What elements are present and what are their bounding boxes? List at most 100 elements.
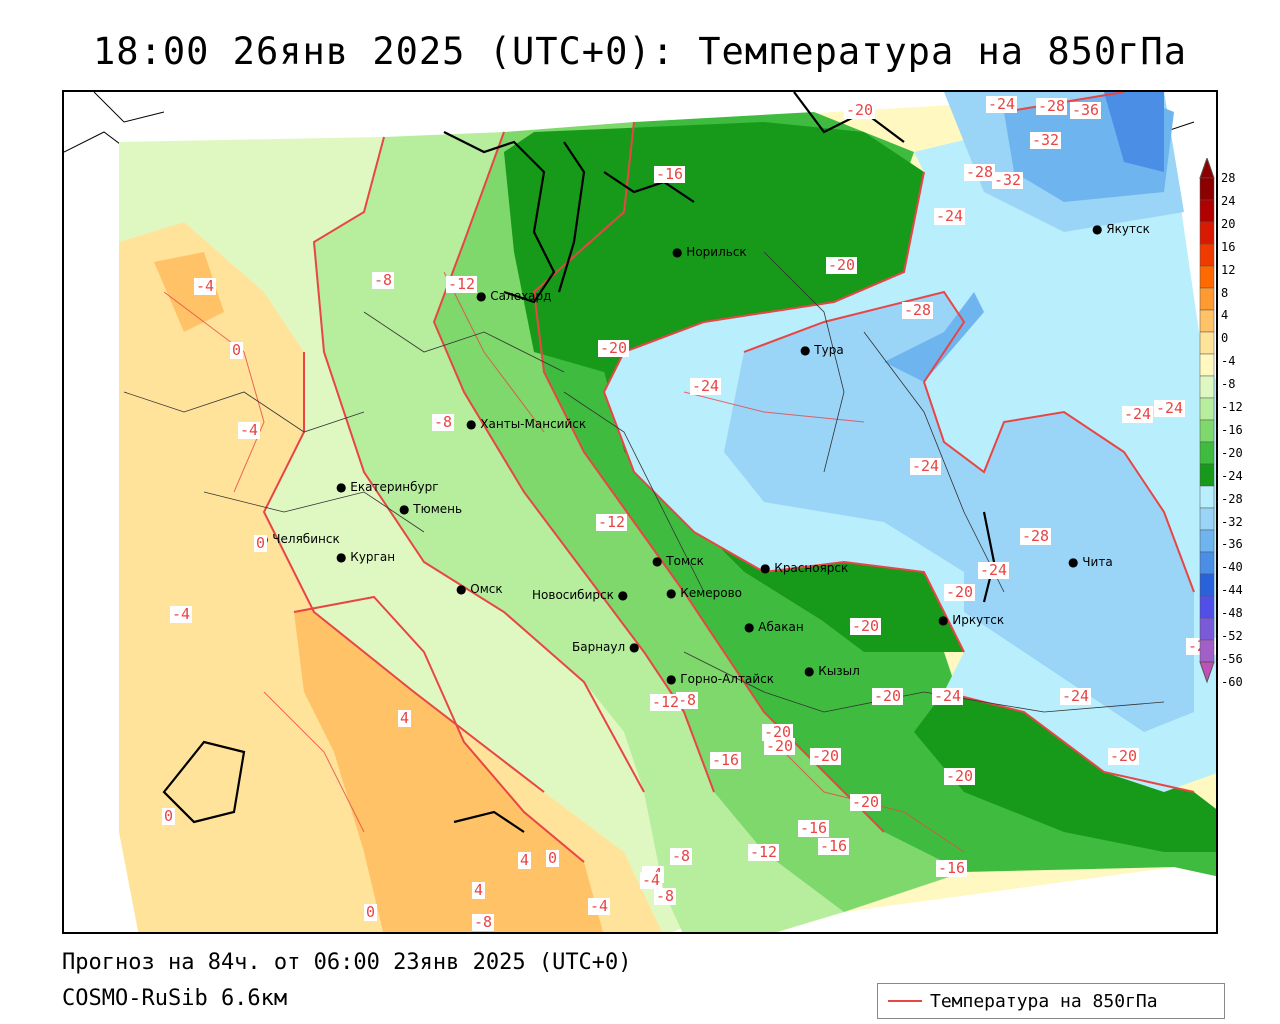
colorbar-tick-label: -28 [1221,491,1243,506]
city-tura[interactable]: ● Тура [800,343,844,357]
isotherm-label: -32 [1030,131,1062,149]
colorbar-tick-label: -12 [1221,400,1243,414]
city-kemerovo[interactable]: ● Кемерово [666,586,743,600]
city-norilsk[interactable]: ● Норильск [672,245,747,259]
isotherm-label: -24 [1122,405,1154,423]
isotherm-label: -16 [936,859,968,877]
isotherm-label: -24 [690,377,722,395]
city-krasnoyarsk[interactable]: ● Красноярск [760,561,849,575]
boundaries [123,251,1165,713]
isotherm-label: -4 [194,277,217,295]
colorbar-cell [1199,485,1215,509]
city-tyumen[interactable]: ● Тюмень [399,502,463,516]
city-gorno-altaysk[interactable]: ● Горно-Алтайск [666,672,774,686]
colorbar-cell [1199,507,1215,531]
isotherm-label: -8 [676,691,699,709]
temperature-field [119,92,1216,932]
isotherm-label: 4 [472,881,486,899]
colorbar-cell [1199,287,1215,311]
isotherm-label: -16 [654,165,686,183]
city-salekhard[interactable]: ● Салехард [476,289,552,303]
colorbar-cell [1199,353,1215,377]
isotherm-label: -20 [944,767,976,785]
isotherm-label: -20 [764,737,796,755]
city-chelyabinsk[interactable]: ● Челябинск [258,532,340,546]
isotherm-label: 0 [546,849,560,867]
isotherm-label: 4 [398,709,412,727]
city-irkutsk[interactable]: ● Иркутск [938,613,1005,627]
isotherm-label: -20 [944,583,976,601]
colorbar-tick-label: -60 [1221,674,1243,689]
model-name: COSMO-RuSib 6.6км [62,986,288,1011]
colorbar-tick-label: -4 [1221,354,1236,369]
isotherm-label: -4 [588,897,611,915]
isotherm-label: -12 [596,513,628,531]
zone-minus8 [314,132,844,932]
isotherm-label: -8 [372,271,395,289]
city-kyzyl[interactable]: ● Кызыл [804,664,860,678]
isotherm-label: -20 [826,256,858,274]
city-khanty-mansiysk[interactable]: ● Ханты-Мансийск [466,417,587,431]
isotherm-label: -24 [910,457,942,475]
colorbar-cell [1199,397,1215,421]
isotherm-label: -28 [1020,527,1052,545]
colorbar-tick-label: -16 [1221,422,1243,437]
colorbar-cell [1199,375,1215,399]
colorbar-cell [1199,551,1215,575]
colorbar-cell [1199,441,1215,465]
zone-plus4 [294,597,603,932]
isotherm-label: -16 [798,819,830,837]
colorbar-cell [1199,463,1215,487]
isotherm-label: -24 [986,95,1018,113]
colorbar-cell [1199,617,1215,641]
isotherm-label: -24 [1060,687,1092,705]
colorbar [1199,158,1215,684]
colorbar-tick-label: 8 [1221,285,1229,300]
colorbar-cell [1199,265,1215,289]
city-yekaterinburg[interactable]: ● Екатеринбург [336,480,439,494]
isotherm-label: -4 [170,605,193,623]
legend: Температура на 850гПа [877,983,1225,1019]
city-tomsk[interactable]: ● Томск [652,554,704,568]
colorbar-tick-label: -20 [1221,445,1243,460]
isotherm-label: -24 [934,207,966,225]
colorbar-top-arrow [1199,158,1215,179]
colorbar-cell [1199,595,1215,619]
zone-minus20-south [914,692,1216,852]
colorbar-cell [1199,309,1215,333]
zone-minus12 [434,122,964,912]
colorbar-tick-label: -44 [1221,583,1243,598]
zone-minus36 [1104,92,1164,172]
isotherm-label: -4 [640,871,663,889]
isotherm-label: 0 [364,903,378,921]
forecast-info: Прогноз на 84ч. от 06:00 23янв 2025 (UTC… [62,950,632,975]
map-canvas [64,92,1216,932]
isotherm-label: -24 [932,687,964,705]
colorbar-tick-label: -36 [1221,537,1243,552]
isotherm-label: -20 [762,723,794,741]
isotherm-label: -8 [432,413,455,431]
map-title: 18:00 26янв 2025 (UTC+0): Температура на… [93,30,1187,73]
colorbar-tick-label: 24 [1221,193,1236,208]
colorbar-tick-label: 0 [1221,331,1229,346]
colorbar-tick-label: -40 [1221,560,1243,575]
isotherm-label: -8 [654,887,677,905]
city-kurgan[interactable]: ● Курган [336,550,396,564]
isotherm-label: -20 [844,101,876,119]
colorbar-cell [1199,419,1215,443]
isotherm-label: -8 [472,913,495,931]
isotherm-label: -28 [964,163,996,181]
zone-plus4-b [154,252,224,332]
temperature-map[interactable]: ● Норильск ● Салехард ● Тура ● Якутск ● … [62,90,1218,934]
city-barnaul[interactable]: Барнаул ● [572,640,640,654]
colorbar-cell [1199,639,1215,663]
isotherm-label: -12 [650,693,682,711]
zone-minus4 [119,137,764,932]
city-novosibirsk[interactable]: Новосибирск ● [532,588,629,602]
isotherm-label: -24 [1154,399,1186,417]
city-abakan[interactable]: ● Абакан [744,620,804,634]
city-omsk[interactable]: ● Омск [456,582,503,596]
city-yakutsk[interactable]: ● Якутск [1092,222,1150,236]
city-chita[interactable]: ● Чита [1068,555,1113,569]
isotherm-label: -12 [446,275,478,293]
